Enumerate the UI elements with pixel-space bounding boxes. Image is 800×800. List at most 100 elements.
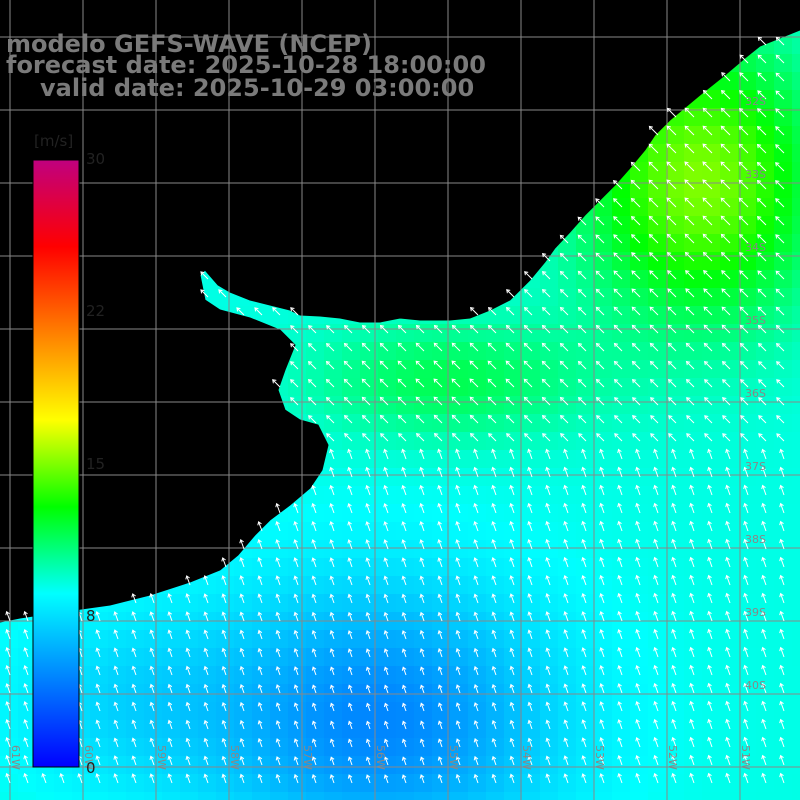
wind-arrow — [275, 520, 281, 532]
lon-label: 51W — [739, 745, 752, 770]
speed-cell — [702, 792, 721, 800]
speed-cell — [198, 594, 217, 613]
wind-arrow — [596, 433, 605, 442]
speed-cell — [630, 774, 649, 793]
speed-cell — [684, 756, 703, 775]
speed-cell — [774, 342, 793, 361]
wind-arrow — [473, 702, 479, 712]
wind-arrow — [758, 397, 767, 406]
wind-arrow — [599, 610, 605, 622]
wind-arrow — [743, 718, 749, 730]
wind-arrow — [761, 574, 767, 586]
speed-cell — [144, 774, 163, 793]
wind-arrow — [739, 360, 749, 370]
wind-arrow — [257, 684, 263, 694]
colorbar-tick-0: 0 — [86, 759, 96, 777]
speed-cell — [792, 324, 800, 343]
wind-arrow — [23, 647, 29, 658]
speed-cell — [378, 684, 397, 703]
wind-arrow — [635, 718, 641, 730]
speed-cell — [774, 558, 793, 577]
wind-arrow — [689, 682, 695, 694]
wind-arrow — [473, 773, 479, 784]
wind-arrow — [455, 502, 461, 514]
wind-arrow — [455, 593, 461, 604]
speed-cell — [774, 126, 793, 145]
wind-arrow — [725, 700, 731, 712]
wind-arrow — [761, 610, 767, 622]
speed-cell — [774, 774, 793, 793]
wind-arrow — [653, 574, 659, 586]
wind-arrow — [311, 593, 317, 604]
wind-arrow — [487, 378, 497, 388]
speed-cell — [594, 468, 613, 487]
speed-cell — [630, 720, 649, 739]
speed-cell — [468, 756, 487, 775]
speed-cell — [594, 360, 613, 379]
speed-cell — [612, 756, 631, 775]
speed-cell — [756, 252, 775, 271]
speed-cell — [486, 432, 505, 451]
wind-arrow — [617, 772, 623, 784]
speed-cell — [504, 396, 523, 415]
speed-cell — [36, 792, 55, 800]
speed-cell — [576, 756, 595, 775]
wind-arrow — [685, 360, 695, 370]
wind-arrow — [383, 593, 389, 604]
speed-cell — [468, 666, 487, 685]
wind-arrow — [433, 378, 443, 388]
wind-arrow — [612, 179, 623, 190]
wind-arrow — [221, 719, 227, 730]
wind-arrow — [761, 448, 767, 460]
speed-cell — [108, 702, 127, 721]
wind-arrow — [239, 611, 245, 622]
wind-arrow — [689, 718, 695, 730]
speed-cell — [18, 648, 37, 667]
speed-cell — [558, 558, 577, 577]
wind-arrow — [347, 502, 353, 514]
speed-cell — [360, 594, 379, 613]
longitude-labels: 61W 60W 59W 58W 57W 56W 55W 54W 53W 52W 51W — [9, 745, 752, 770]
speed-cell — [540, 288, 559, 307]
speed-cell — [738, 414, 757, 433]
speed-cell — [756, 648, 775, 667]
wind-arrow — [347, 593, 353, 604]
wind-arrow — [649, 342, 659, 352]
wind-arrow — [653, 610, 659, 622]
speed-cell — [252, 630, 271, 649]
wind-arrow — [433, 414, 443, 424]
wind-arrow — [545, 538, 551, 550]
wind-arrow — [595, 252, 605, 262]
speed-cell — [720, 558, 739, 577]
wind-arrow — [5, 664, 11, 676]
speed-cell — [450, 522, 469, 541]
speed-cell — [756, 270, 775, 289]
speed-cell — [342, 396, 361, 415]
wind-arrow — [221, 701, 227, 712]
speed-cell — [306, 630, 325, 649]
wind-arrow — [779, 718, 785, 730]
wind-arrow — [599, 719, 605, 730]
speed-cell — [756, 288, 775, 307]
speed-cell — [360, 522, 379, 541]
speed-cell — [684, 738, 703, 757]
speed-cell — [450, 378, 469, 397]
speed-cell — [504, 774, 523, 793]
wind-arrow — [326, 325, 335, 334]
speed-cell — [396, 630, 415, 649]
speed-cell — [360, 666, 379, 685]
speed-cell — [648, 720, 667, 739]
wind-arrow — [758, 415, 767, 424]
speed-cell — [468, 504, 487, 523]
speed-cell — [666, 378, 685, 397]
wind-arrow — [671, 736, 677, 748]
speed-cell — [684, 306, 703, 325]
wind-arrow — [185, 773, 191, 784]
wind-arrow — [379, 378, 389, 388]
speed-cell — [612, 504, 631, 523]
speed-cell — [432, 666, 451, 685]
wind-arrow — [203, 773, 209, 784]
speed-cell — [342, 720, 361, 739]
speed-cell — [558, 738, 577, 757]
